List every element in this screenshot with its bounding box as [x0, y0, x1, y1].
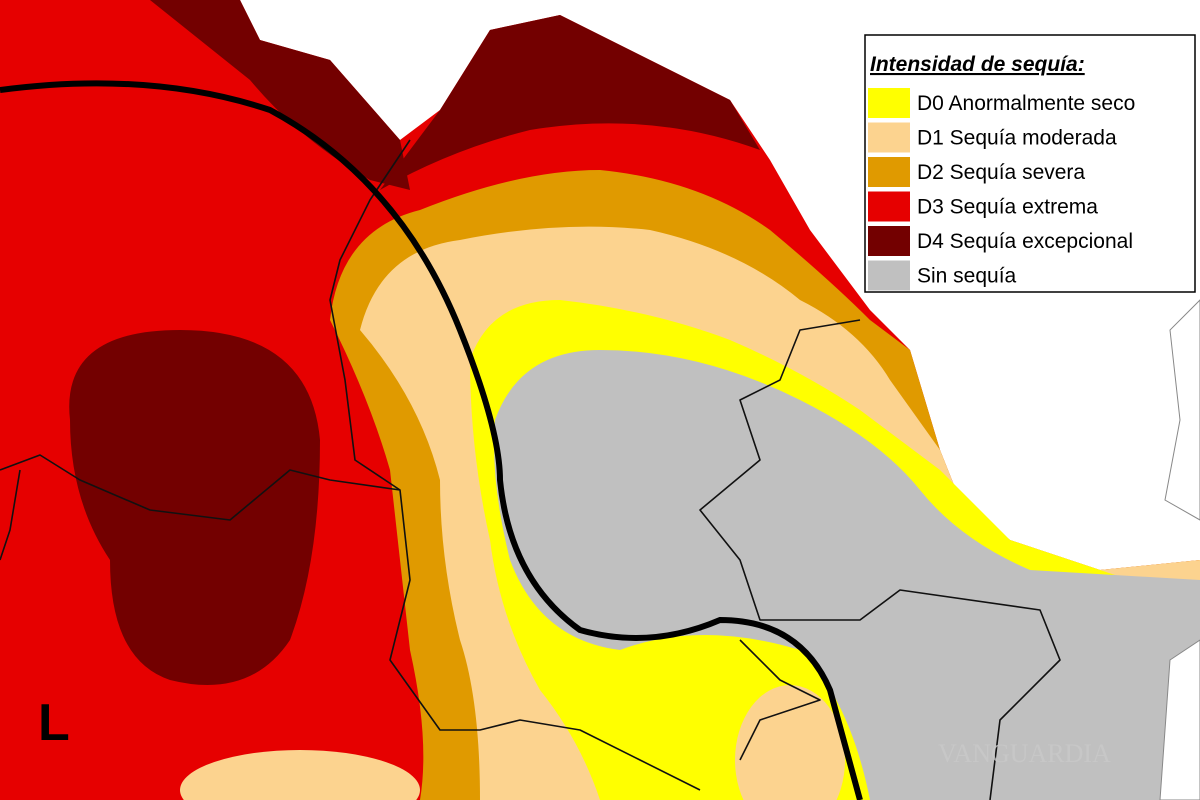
region-label: L [38, 694, 70, 752]
legend-swatch [868, 226, 910, 256]
legend-swatch [868, 157, 910, 187]
boundary-line [0, 80, 863, 800]
zone-d1 [735, 685, 845, 800]
state-border [0, 454, 701, 791]
watermark: VANGUARDIA [938, 739, 1111, 768]
state-border [699, 319, 1061, 800]
zone-d4 [380, 15, 760, 190]
coast-detail [1159, 299, 1200, 800]
legend-swatch [868, 260, 910, 291]
legend-label: D1 Sequía moderada [917, 127, 1117, 150]
state-border [739, 639, 821, 761]
zone-none [494, 350, 1200, 800]
legend-label: Sin sequía [917, 265, 1017, 288]
zone-d4 [69, 330, 320, 685]
legend-label: D4 Sequía excepcional [917, 230, 1133, 253]
legend-title: Intensidad de sequía: [870, 53, 1085, 76]
zone-d1 [180, 750, 420, 800]
legend-swatch [868, 191, 910, 222]
legend-label: D3 Sequía extrema [917, 196, 1098, 219]
legend-label: D2 Sequía severa [917, 161, 1085, 184]
state-border [0, 469, 21, 561]
legend: Intensidad de sequía: D0 Anormalmente se… [864, 34, 1196, 293]
state-border [329, 139, 411, 491]
legend-label: D0 Anormalmente seco [917, 92, 1135, 115]
zone-d4 [150, 0, 410, 190]
legend-swatch [868, 88, 910, 118]
legend-swatch [868, 122, 910, 153]
legend-box [864, 34, 1196, 293]
